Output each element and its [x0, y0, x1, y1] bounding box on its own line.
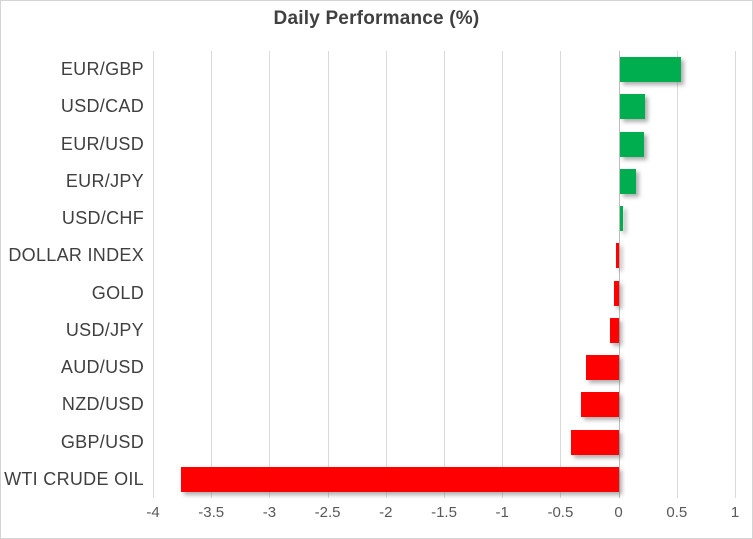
x-gridline: [211, 51, 213, 498]
bar-eur-gbp: [619, 57, 682, 83]
bar-dollar-index: [616, 243, 619, 269]
x-gridline: [735, 51, 736, 498]
bar-nzd-usd: [581, 392, 619, 418]
bar-eur-jpy: [619, 168, 636, 194]
x-gridline: [444, 51, 445, 498]
x-axis-tick-label: 1: [730, 504, 740, 521]
x-gridline: [676, 51, 678, 498]
bar-eur-usd: [619, 131, 645, 157]
x-axis-tick-label: -2.5: [314, 504, 341, 521]
x-gridline: [502, 51, 504, 498]
y-axis-category-label: NZD/USD: [61, 394, 144, 415]
x-gridline: [153, 51, 154, 498]
y-axis-category-label: GOLD: [91, 282, 144, 303]
x-axis-tick-label: 0.5: [666, 504, 688, 521]
bar-wti-crude-oil: [180, 466, 619, 492]
x-axis-tick-label: 0: [614, 504, 623, 521]
y-axis-category-label: EUR/USD: [60, 133, 144, 154]
x-gridline: [385, 51, 387, 498]
y-axis-category-label: GBP/USD: [60, 431, 144, 452]
y-axis-category-label: EUR/GBP: [60, 59, 144, 80]
y-axis-category-label: EUR/JPY: [65, 170, 144, 191]
y-axis-category-label: USD/JPY: [65, 319, 144, 340]
x-gridline: [269, 51, 271, 498]
x-axis-tick-label: -1: [495, 504, 509, 521]
x-gridline: [560, 51, 562, 498]
x-axis-tick-label: -1.5: [431, 504, 457, 521]
x-gridline: [327, 51, 329, 498]
bar-usd-chf: [619, 206, 624, 232]
bar-gbp-usd: [570, 429, 619, 455]
chart-title: Daily Performance (%): [273, 8, 480, 29]
y-axis-category-label: DOLLAR INDEX: [8, 245, 144, 266]
bar-usd-jpy: [610, 317, 619, 343]
bar-gold: [613, 280, 619, 306]
x-axis-tick-label: -4: [146, 504, 160, 521]
bar-usd-cad: [619, 94, 646, 120]
y-axis-category-label: WTI CRUDE OIL: [4, 468, 144, 489]
x-axis-tick-label: -2: [379, 504, 393, 521]
x-axis-tick-label: -3.5: [198, 504, 225, 521]
y-axis-category-label: USD/CHF: [61, 208, 144, 229]
x-axis-tick-label: -0.5: [547, 504, 574, 521]
zero-axis-line: [618, 51, 620, 498]
y-axis-category-label: AUD/USD: [60, 357, 144, 378]
x-axis-tick-label: -3: [262, 504, 277, 521]
bar-aud-usd: [586, 355, 619, 381]
y-axis-category-label: USD/CAD: [60, 96, 144, 117]
